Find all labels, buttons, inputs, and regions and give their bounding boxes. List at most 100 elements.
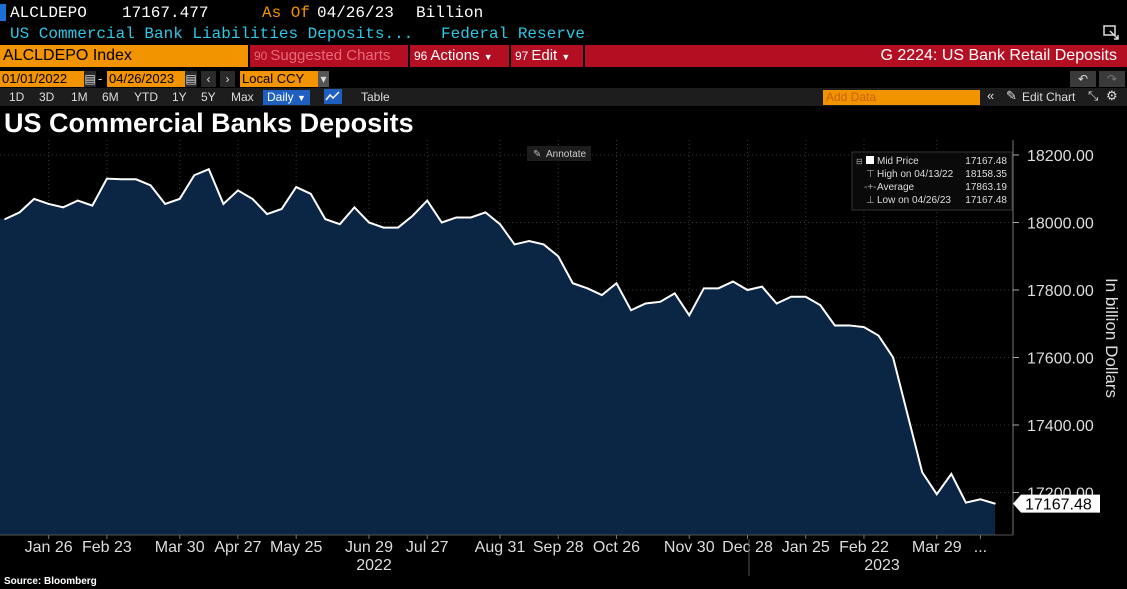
y-tick-label: 17400.00 (1027, 418, 1094, 435)
chevron-down-icon: ▼ (561, 52, 571, 62)
data-point (950, 473, 953, 475)
page-function-title: G 2224: US Bank Retail Deposits (880, 47, 1117, 64)
resize-icon[interactable]: ⤡ (1088, 88, 1099, 103)
gear-icon[interactable]: ⚙ (1106, 88, 1118, 103)
data-point (615, 282, 618, 285)
data-point (266, 213, 268, 215)
data-point (4, 218, 6, 220)
chevron-down-icon: ▼ (483, 52, 493, 62)
data-point (965, 501, 967, 504)
suggested-charts-menu[interactable]: 90 Suggested Charts (254, 47, 391, 64)
popout-icon[interactable] (1103, 25, 1123, 43)
pencil-icon: ✎ (533, 149, 541, 160)
data-point (440, 221, 443, 224)
source-note: Source: Bloomberg (4, 576, 97, 587)
edit-menu[interactable]: 97 Edit ▼ (515, 47, 571, 64)
data-point (484, 211, 487, 214)
chart-area[interactable]: 18200.00 18000.00 17800.00 17600.00 17400.00… (0, 140, 1127, 576)
timeframe-ytd[interactable]: YTD (134, 90, 158, 104)
pencil-icon[interactable]: ✎ (1006, 88, 1017, 103)
data-point (368, 221, 370, 224)
collapse-icon[interactable]: « (987, 88, 995, 103)
legend-high-value: 18158.35 (965, 169, 1007, 180)
calendar-icon[interactable]: ▤ (84, 71, 96, 87)
data-point (470, 216, 472, 219)
ticker: ALCLDEPO (10, 4, 87, 22)
x-tick-label: Jun 29 (345, 539, 393, 556)
currency-select[interactable]: Local CCY (240, 71, 318, 87)
data-point (280, 208, 283, 210)
data-point (135, 178, 137, 181)
undo-icon[interactable]: ↶ (1070, 71, 1096, 87)
data-point (673, 292, 676, 295)
annotate-button[interactable]: ✎ Annotate (527, 146, 591, 161)
table-button[interactable]: Table (361, 90, 390, 104)
legend-low-value: 17167.48 (965, 195, 1007, 206)
data-point (411, 214, 414, 217)
data-point (601, 294, 603, 296)
timeframe-6m[interactable]: 6M (102, 90, 119, 104)
y-tick-label: 17800.00 (1027, 283, 1094, 300)
last-value-label: 17167.48 (1025, 497, 1092, 514)
low-marker-icon: ⊥ (866, 195, 875, 206)
timeframe-1d[interactable]: 1D (9, 90, 25, 104)
data-point (309, 193, 312, 195)
chevron-down-icon: ▼ (297, 93, 306, 103)
x-tick-label: Feb 23 (82, 539, 132, 556)
data-point (994, 502, 996, 505)
timeframe-max[interactable]: Max (231, 90, 254, 104)
actions-menu[interactable]: 96 Actions ▼ (414, 47, 493, 64)
security-header: ALCLDEPO 17167.477 As Of 04/26/23 Billio… (0, 0, 1127, 24)
x-tick-label: May 25 (270, 539, 323, 556)
x-tick-label: ... (974, 539, 987, 556)
timeframe-3d[interactable]: 3D (39, 90, 55, 104)
timeframe-5y[interactable]: 5Y (201, 90, 216, 104)
year-label-2022: 2022 (356, 557, 392, 574)
description: US Commercial Bank Liabilities Deposits.… (10, 25, 414, 43)
calendar-icon[interactable]: ▤ (185, 71, 197, 87)
data-point (586, 287, 589, 290)
chevron-left-icon[interactable]: ‹ (201, 71, 216, 87)
data-point (295, 186, 297, 188)
data-point (164, 203, 166, 205)
minimize-icon[interactable]: ⊟ (856, 157, 863, 166)
chevron-down-icon[interactable]: ▾ (318, 71, 329, 87)
add-data-input[interactable]: Add Data (823, 90, 980, 105)
last-value: 17167.477 (122, 4, 209, 22)
security-field[interactable]: ALCLDEPO Index (0, 45, 248, 67)
legend-mid-label: Mid Price (877, 156, 919, 167)
data-point (659, 301, 661, 303)
y-tick-label: 18200.00 (1027, 148, 1094, 165)
command-bar: ALCLDEPO Index 90 Suggested Charts 96 Acti… (0, 45, 1127, 67)
data-point (819, 304, 822, 306)
data-point (33, 198, 35, 200)
timeframe-1y[interactable]: 1Y (172, 90, 187, 104)
data-point (790, 295, 792, 298)
x-tick-label: Oct 26 (593, 539, 640, 556)
data-point (863, 326, 865, 328)
data-point (324, 218, 327, 220)
data-point (761, 285, 763, 288)
data-point (18, 211, 21, 214)
data-point (455, 216, 458, 219)
data-point (688, 314, 691, 317)
legend-low-label: Low on 04/26/23 (877, 195, 951, 206)
legend: ⊟ Mid Price 17167.48 ⊤ High on 04/13/22 … (851, 151, 1013, 211)
y-tick-label: 17600.00 (1027, 351, 1094, 368)
high-marker-icon: ⊤ (866, 169, 875, 180)
data-point (47, 203, 50, 205)
data-point (892, 356, 894, 359)
end-date-field[interactable]: 04/26/2023 (107, 71, 185, 87)
timeframe-1m[interactable]: 1M (71, 90, 88, 104)
data-point (732, 280, 734, 283)
chevron-right-icon[interactable]: › (220, 71, 235, 87)
start-date-field[interactable]: 01/01/2022 (0, 71, 84, 87)
data-point (106, 177, 108, 180)
data-point (935, 493, 938, 495)
redo-icon[interactable]: ↷ (1099, 71, 1125, 87)
y-axis-label: In billion Dollars (1102, 278, 1121, 398)
line-chart-icon[interactable] (324, 89, 342, 104)
edit-chart-button[interactable]: Edit Chart (1022, 90, 1076, 104)
frequency-select[interactable]: Daily ▼ (263, 90, 310, 105)
data-point (208, 168, 210, 170)
